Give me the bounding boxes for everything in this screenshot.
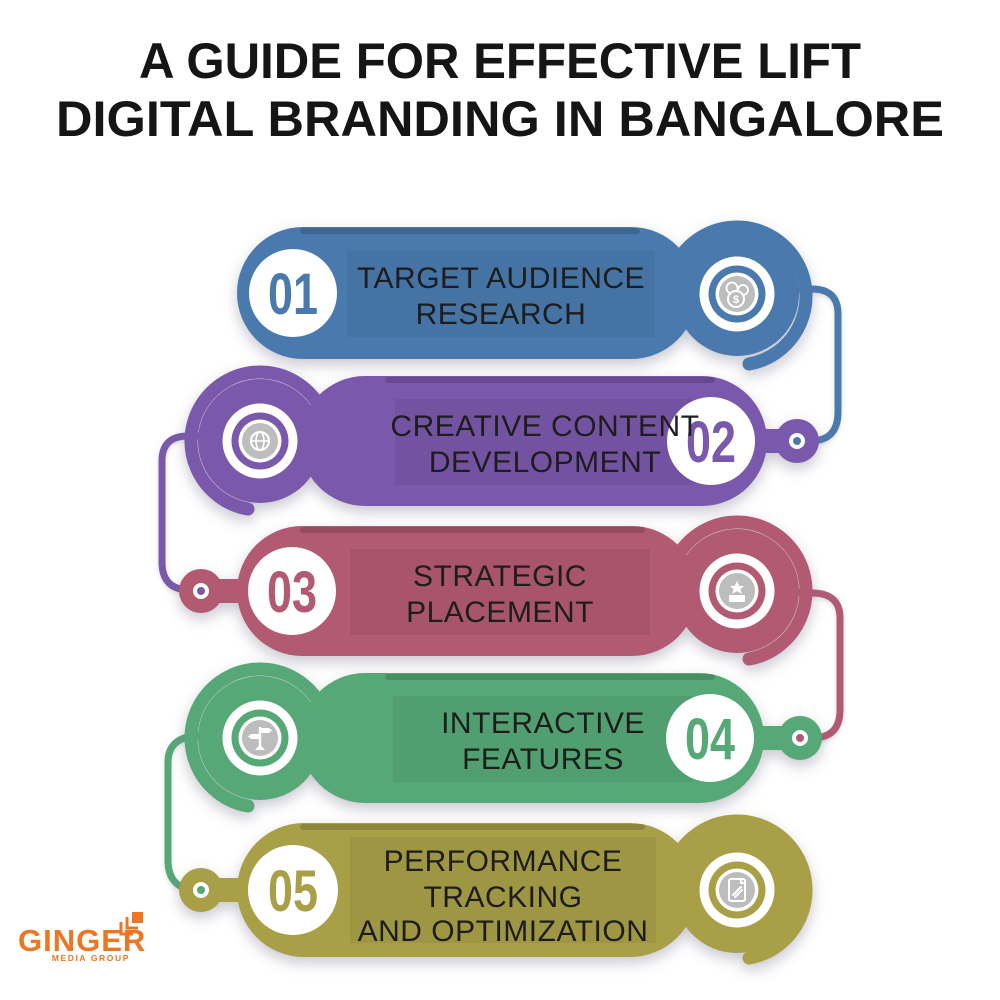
step-title-line: RESEARCH <box>416 298 587 331</box>
step-capsule-5: 05 PERFORMANCE TRACKING AND OPTIMIZATION <box>179 814 813 965</box>
knob-dot-center <box>796 734 804 742</box>
knob-dot-center <box>197 587 205 595</box>
number-circle <box>667 397 755 485</box>
step-number: 04 <box>685 707 735 772</box>
capsule-inner-panel <box>395 399 695 485</box>
swirl-curl <box>184 365 327 516</box>
paperclip-line-2 <box>734 889 743 898</box>
step-capsule-4: 04 INTERACTIVE FEATURES <box>184 662 822 813</box>
globe-meridian <box>255 431 265 451</box>
globe-icon <box>250 431 270 451</box>
title-line-2: DIGITAL BRANDING IN BANGALORE <box>56 91 944 147</box>
step-title-line: TRACKING <box>423 881 582 914</box>
capsule-inner-panel <box>393 696 693 782</box>
knob-dot-center <box>793 437 801 445</box>
capsule-inner-panel <box>347 251 655 337</box>
swirl-curl <box>670 220 813 371</box>
signpost-icon <box>248 727 272 750</box>
logo-square-solid <box>132 912 143 923</box>
step-capsule-3: 03 STRATEGIC PLACEMENT <box>179 515 813 666</box>
step-title-line: CREATIVE CONTENT <box>390 410 699 443</box>
knob-dot-center <box>197 886 205 894</box>
capsule-inner-panel <box>350 837 656 943</box>
connector-step3-step4 <box>789 588 844 742</box>
capsule-body <box>300 376 767 506</box>
capsule-inner-panel <box>350 549 650 635</box>
number-circle <box>249 249 337 337</box>
logo-wordmark: GINGER <box>18 923 146 958</box>
connector-step1-step2 <box>789 285 842 445</box>
step-capsule-2: 02 CREATIVE CONTENT DEVELOPMENT <box>184 365 819 516</box>
step-title-line: TARGET AUDIENCE <box>357 262 645 295</box>
signpost-arrow-left <box>248 734 259 739</box>
coin-dollar-glyph: $ <box>733 294 739 306</box>
coin-large <box>727 290 745 308</box>
logo-square-bracket-outer <box>119 922 133 936</box>
capsule-top-shade <box>385 674 715 680</box>
step-title-line: PERFORMANCE <box>384 845 623 878</box>
step-title-line: INTERACTIVE <box>441 707 645 740</box>
award-star <box>730 581 744 594</box>
step-title-line: AND OPTIMIZATION <box>358 915 649 948</box>
swirl-curl <box>670 515 813 666</box>
document-attachment-icon <box>728 878 746 902</box>
step-title-line: DEVELOPMENT <box>429 446 661 479</box>
document-outline <box>728 878 746 902</box>
capsule-body <box>237 526 697 656</box>
step-number: 02 <box>686 410 736 475</box>
capsule-body <box>237 227 697 359</box>
capsule-body <box>237 823 697 957</box>
swirl-curl <box>670 814 813 965</box>
logo-squares-icon <box>119 912 143 936</box>
step-number: 03 <box>267 560 317 625</box>
number-circle <box>666 694 754 782</box>
number-circle <box>248 845 338 935</box>
award-podium <box>729 595 745 602</box>
swirl-curl <box>184 662 327 813</box>
capsule-top-shade <box>385 377 715 383</box>
page-title: A GUIDE FOR EFFECTIVE LIFT DIGITAL BRAND… <box>56 33 944 147</box>
capsule-top-shade <box>300 228 640 234</box>
step-capsule-1: $ 01 TARGET AUDIENCE RESEARCH <box>237 220 813 371</box>
step-title-line: PLACEMENT <box>406 596 594 629</box>
title-line-1: A GUIDE FOR EFFECTIVE LIFT <box>139 33 861 89</box>
logo-square-bracket-mid <box>125 917 138 930</box>
step-title-line: FEATURES <box>462 743 624 776</box>
step-number: 05 <box>268 859 318 924</box>
connector-step2-step3 <box>158 432 211 595</box>
money-coins-icon: $ <box>725 281 749 308</box>
document-fold <box>740 879 745 884</box>
ginger-media-group-logo: GINGER MEDIA GROUP <box>18 912 146 963</box>
capsule-top-shade <box>300 824 645 830</box>
number-circle <box>248 547 336 635</box>
logo-tagline: MEDIA GROUP <box>52 953 130 963</box>
step-number: 01 <box>268 262 318 327</box>
knob-dots <box>193 433 808 898</box>
signpost-base <box>255 746 265 750</box>
award-medal-icon <box>729 581 745 602</box>
paperclip-line-1 <box>732 886 742 896</box>
capsule-top-shade <box>300 527 645 533</box>
signpost-arrow-right <box>261 728 272 733</box>
step-title-line: STRATEGIC <box>413 560 587 593</box>
capsule-body <box>300 673 764 803</box>
